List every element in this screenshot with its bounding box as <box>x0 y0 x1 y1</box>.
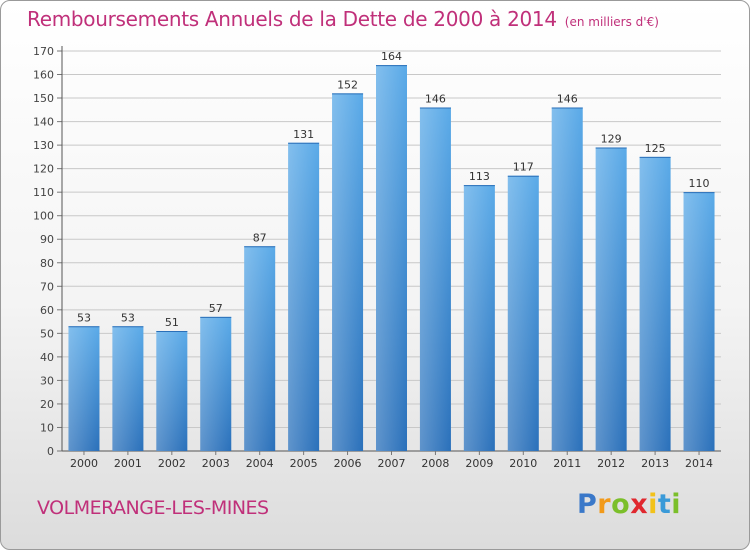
proxiti-logo: Proxiti <box>577 489 682 520</box>
data-label: 53 <box>121 311 135 324</box>
y-tick-label: 140 <box>33 116 54 129</box>
y-tick-label: 20 <box>40 398 54 411</box>
chart-title: Remboursements Annuels de la Dette de 20… <box>27 7 557 31</box>
x-tick-label: 2010 <box>509 457 537 470</box>
y-tick-label: 80 <box>40 257 54 270</box>
data-labels: 53 53 51 57 87 131 152 164 146 113 117 146 129 125 110 <box>77 50 710 329</box>
y-tick-label: 60 <box>40 304 54 317</box>
bar-highlight <box>200 316 232 451</box>
bar-highlight <box>507 175 539 452</box>
y-tick-labels: 0 10 20 30 40 50 60 70 80 90 100 110 120 130 140 150 160… <box>33 45 54 458</box>
x-tick-label: 2009 <box>465 457 493 470</box>
data-label: 146 <box>425 92 446 105</box>
data-label: 152 <box>337 78 358 91</box>
data-label: 131 <box>293 128 314 141</box>
x-tick-label: 2001 <box>114 457 142 470</box>
y-tick-label: 0 <box>47 445 54 458</box>
title-line: Remboursements Annuels de la Dette de 20… <box>27 7 659 31</box>
y-tick-label: 120 <box>33 163 54 176</box>
x-tick-label: 2000 <box>70 457 98 470</box>
data-label: 57 <box>209 302 223 315</box>
data-label: 87 <box>253 231 267 244</box>
bar-highlight <box>288 142 320 451</box>
bar-highlight <box>551 107 583 452</box>
y-tick-label: 70 <box>40 280 54 293</box>
bar-highlight <box>595 147 627 451</box>
data-label: 113 <box>469 170 490 183</box>
x-tick-label: 2006 <box>334 457 362 470</box>
x-tick-label: 2011 <box>553 457 581 470</box>
bars <box>68 65 715 452</box>
x-tick-label: 2007 <box>378 457 406 470</box>
x-tick-label: 2013 <box>641 457 669 470</box>
bar-highlight <box>68 326 100 451</box>
y-tick-label: 130 <box>33 139 54 152</box>
x-tick-label: 2004 <box>246 457 274 470</box>
x-tick-label: 2008 <box>421 457 449 470</box>
data-label: 117 <box>513 161 534 174</box>
y-tick-label: 90 <box>40 233 54 246</box>
x-tick-label: 2012 <box>597 457 625 470</box>
y-tick-label: 110 <box>33 186 54 199</box>
bar-highlight <box>332 93 364 452</box>
x-tick-label: 2003 <box>202 457 230 470</box>
y-tick-label: 50 <box>40 327 54 340</box>
y-tick-label: 100 <box>33 210 54 223</box>
data-label: 125 <box>645 142 666 155</box>
x-tick-labels: 2000 2001 2002 2003 2004 2005 2006 2007 2008 2009… <box>70 451 713 470</box>
bar-highlight <box>463 185 495 451</box>
bar-highlight <box>419 107 451 452</box>
data-label: 129 <box>601 132 622 145</box>
y-tick-label: 30 <box>40 374 54 387</box>
data-label: 146 <box>557 92 578 105</box>
chart-subtitle: (en milliers d'€) <box>564 15 659 29</box>
city-name: VOLMERANGE-LES-MINES <box>37 497 269 519</box>
y-tick-label: 10 <box>40 421 54 434</box>
bar-highlight <box>244 246 276 451</box>
x-tick-label: 2014 <box>685 457 713 470</box>
y-tick-label: 160 <box>33 69 54 82</box>
y-tick-label: 40 <box>40 351 54 364</box>
bar-highlight <box>376 65 407 451</box>
data-label: 164 <box>381 50 402 63</box>
bar-highlight <box>639 156 671 451</box>
data-label: 51 <box>165 316 179 329</box>
bar-highlight <box>683 192 715 452</box>
y-tick-label: 150 <box>33 92 54 105</box>
bar-highlight <box>156 331 188 451</box>
data-label: 110 <box>689 177 710 190</box>
x-tick-label: 2005 <box>290 457 318 470</box>
bar-highlight <box>112 326 144 451</box>
data-label: 53 <box>77 311 91 324</box>
x-tick-label: 2002 <box>158 457 186 470</box>
y-tick-label: 170 <box>33 45 54 58</box>
